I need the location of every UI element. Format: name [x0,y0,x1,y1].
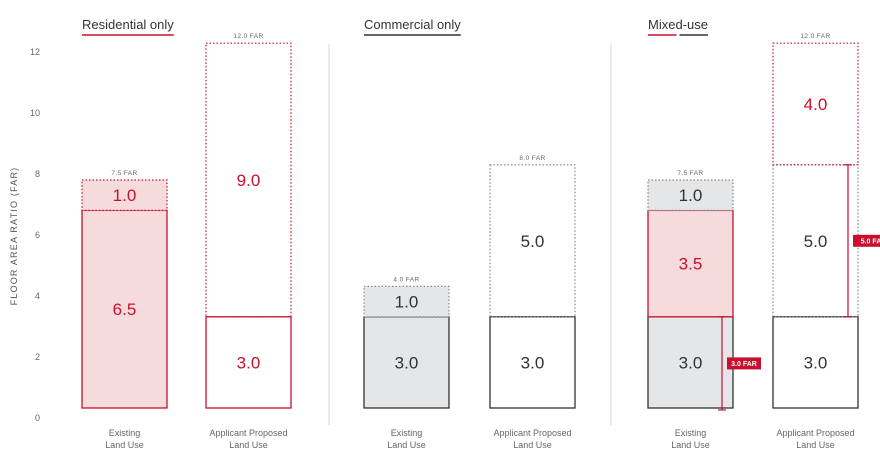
segment-value-label: 1.0 [113,186,137,205]
total-far-label: 12.0 FAR [233,33,263,40]
panel-title: Commercial only [364,17,461,32]
y-tick-label: 0 [35,413,40,423]
bar-segment [772,316,859,409]
bar-segment [363,316,450,409]
segment-value-label: 3.0 [237,353,261,372]
category-label: Land Use [513,440,552,450]
bracket-badge-label: 3.0 FAR [731,361,757,368]
y-tick-label: 2 [35,352,40,362]
bar-segment [647,179,734,211]
total-far-label: 7.5 FAR [111,170,137,177]
category-label: Applicant Proposed [776,428,854,438]
segment-value-label: 4.0 [804,95,828,114]
panel-title: Mixed-use [648,17,708,32]
total-far-label: 7.5 FAR [677,170,703,177]
bar-segment [772,42,859,166]
total-far-label: 8.0 FAR [519,155,545,162]
category-label: Land Use [671,440,710,450]
category-label: Land Use [796,440,835,450]
segment-value-label: 3.5 [679,255,703,274]
category-label: Applicant Proposed [209,428,287,438]
category-label: Existing [675,428,707,438]
y-tick-label: 8 [35,169,40,179]
y-tick-label: 10 [30,108,40,118]
category-label: Existing [109,428,141,438]
total-far-label: 4.0 FAR [393,276,419,283]
bar-segment [81,179,168,211]
bracket-badge-label: 5.0 FA [861,238,880,245]
bar-segment [489,316,576,409]
y-tick-label: 12 [30,47,40,57]
bar-segment [81,209,168,409]
segment-value-label: 3.0 [679,353,703,372]
segment-value-label: 9.0 [237,171,261,190]
segment-value-label: 3.0 [804,353,828,372]
panel-title: Residential only [82,17,174,32]
bar-segment [363,285,450,318]
bar-segment [647,209,734,318]
y-axis-label: FLOOR AREA RATIO (FAR) [9,167,19,306]
category-label: Existing [391,428,423,438]
bracket-badge [853,234,880,247]
y-tick-label: 4 [35,291,40,301]
y-tick-label: 6 [35,230,40,240]
category-label: Land Use [105,440,144,450]
segment-value-label: 6.5 [113,300,137,319]
total-far-label: 12.0 FAR [800,33,830,40]
bar-segment [205,42,292,318]
category-label: Land Use [387,440,426,450]
bracket-badge [727,357,761,370]
segment-value-label: 5.0 [521,232,545,251]
segment-value-label: 1.0 [395,293,419,312]
category-label: Applicant Proposed [493,428,571,438]
segment-value-label: 1.0 [679,186,703,205]
segment-value-label: 3.0 [521,353,545,372]
bar-segment [489,164,576,318]
bar-segment [647,316,734,409]
bar-segment [205,316,292,409]
category-label: Land Use [229,440,268,450]
segment-value-label: 5.0 [804,232,828,251]
segment-value-label: 3.0 [395,353,419,372]
